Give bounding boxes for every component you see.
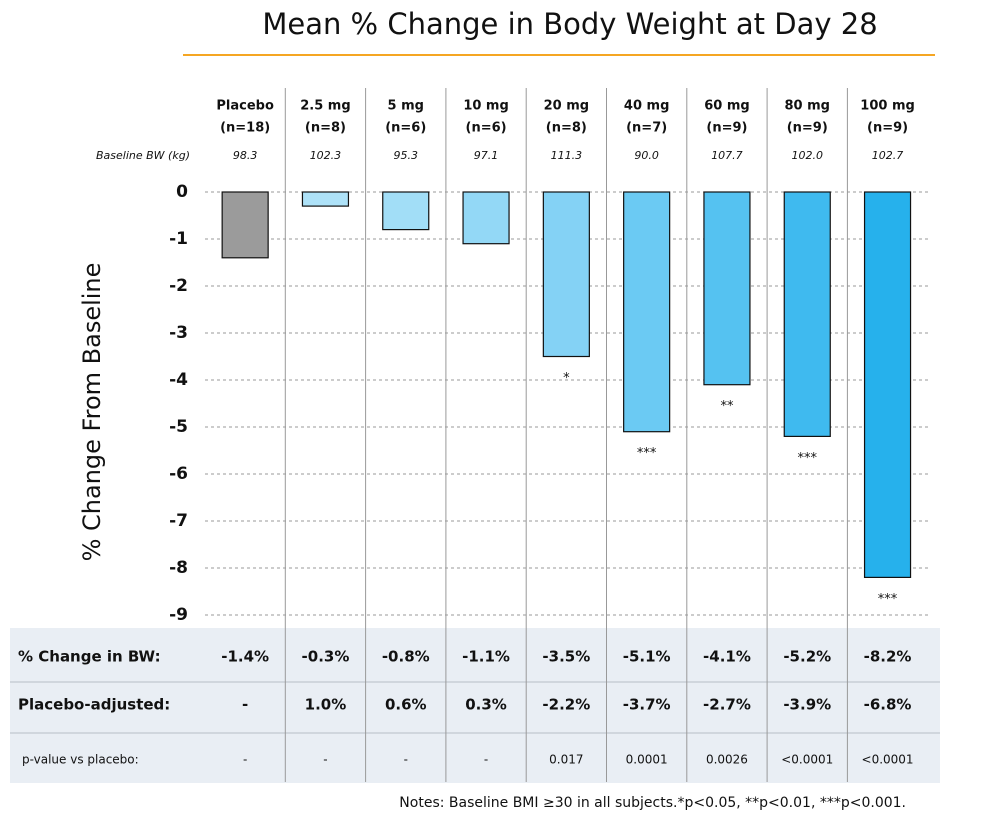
- value-label: -8.2%: [864, 648, 912, 666]
- baseline-value: 111.3: [551, 149, 583, 162]
- x-tick-label: 5 mg: [388, 99, 424, 114]
- row-label: Placebo-adjusted:: [18, 696, 170, 714]
- value-label: -4.1%: [703, 648, 751, 666]
- bar: [462, 191, 510, 245]
- value-label: -0.8%: [382, 648, 430, 666]
- significance: ***: [878, 592, 898, 607]
- table-cell: -: [323, 753, 327, 767]
- baseline-label: Baseline BW (kg): [96, 149, 190, 162]
- n-label: (n=18): [220, 121, 270, 136]
- x-tick-label: 2.5 mg: [300, 99, 350, 114]
- baseline-value: 102.7: [872, 149, 904, 162]
- y-tick-label: -2: [169, 276, 188, 296]
- significance: ***: [637, 446, 657, 461]
- x-tick-label: 40 mg: [624, 99, 669, 114]
- x-tick-label: 100 mg: [860, 99, 915, 114]
- y-tick-label: 0: [176, 182, 188, 202]
- value-label: -3.5%: [542, 648, 590, 666]
- bar: [542, 191, 590, 358]
- n-label: (n=9): [706, 121, 747, 136]
- y-tick-label: -3: [169, 323, 188, 343]
- y-tick-label: -5: [169, 417, 188, 437]
- y-tick-label: -7: [169, 511, 188, 531]
- baseline-value: 107.7: [711, 149, 743, 162]
- x-tick-label: 80 mg: [785, 99, 830, 114]
- table-cell: 0.3%: [465, 696, 507, 714]
- row-label: p-value vs placebo:: [22, 753, 139, 767]
- table-cell: -: [404, 753, 408, 767]
- bar: [783, 191, 831, 437]
- table-cell: -6.8%: [864, 696, 912, 714]
- value-label: -5.1%: [623, 648, 671, 666]
- x-tick-label: Placebo: [216, 99, 274, 114]
- bar: [703, 191, 751, 386]
- n-label: (n=9): [787, 121, 828, 136]
- table-cell: -: [484, 753, 488, 767]
- n-label: (n=8): [546, 121, 587, 136]
- baseline-value: 90.0: [634, 149, 659, 162]
- x-tick-label: 20 mg: [544, 99, 589, 114]
- value-label: -1.4%: [221, 648, 269, 666]
- value-label: -0.3%: [302, 648, 350, 666]
- bar: [221, 191, 269, 259]
- baseline-value: 95.3: [394, 149, 419, 162]
- y-tick-label: -6: [169, 464, 188, 484]
- bar: [623, 191, 671, 433]
- baseline-value: 102.3: [310, 149, 342, 162]
- table-cell: 0.0026: [706, 753, 748, 767]
- significance: ***: [798, 451, 818, 466]
- y-tick-label: -9: [169, 605, 188, 625]
- bar: [863, 191, 912, 578]
- baseline-value: 98.3: [233, 149, 258, 162]
- x-tick-label: 60 mg: [704, 99, 749, 114]
- n-label: (n=6): [385, 121, 426, 136]
- table-cell: 0.6%: [385, 696, 427, 714]
- table-cell: -: [243, 753, 247, 767]
- x-tick-label: 10 mg: [463, 99, 508, 114]
- chart-title: Mean % Change in Body Weight at Day 28: [262, 7, 877, 41]
- table-background: [10, 628, 940, 783]
- significance: **: [720, 399, 734, 414]
- table-cell: 0.017: [549, 753, 583, 767]
- value-label: -5.2%: [783, 648, 831, 666]
- y-tick-label: -4: [169, 370, 188, 390]
- baseline-value: 97.1: [474, 149, 499, 162]
- value-label: -1.1%: [462, 648, 510, 666]
- table-cell: -3.7%: [623, 696, 671, 714]
- y-tick-label: -8: [169, 558, 188, 578]
- baseline-value: 102.0: [792, 149, 824, 162]
- n-label: (n=9): [867, 121, 908, 136]
- y-axis-label: % Change From Baseline: [78, 263, 106, 562]
- table-cell: -: [242, 696, 248, 714]
- y-tick-label: -1: [169, 229, 188, 249]
- n-label: (n=6): [466, 121, 507, 136]
- bar: [382, 191, 430, 231]
- bar: [301, 191, 350, 207]
- table-cell: -3.9%: [783, 696, 831, 714]
- n-label: (n=8): [305, 121, 346, 136]
- table-cell: -2.2%: [542, 696, 590, 714]
- table-cell: <0.0001: [862, 753, 914, 767]
- table-cell: 0.0001: [626, 753, 668, 767]
- table-cell: 1.0%: [305, 696, 347, 714]
- table-cell: <0.0001: [781, 753, 833, 767]
- table-cell: -2.7%: [703, 696, 751, 714]
- note: Notes: Baseline BMI ≥30 in all subjects.…: [399, 795, 906, 811]
- significance: *: [563, 371, 570, 386]
- row-label: % Change in BW:: [18, 648, 161, 666]
- n-label: (n=7): [626, 121, 667, 136]
